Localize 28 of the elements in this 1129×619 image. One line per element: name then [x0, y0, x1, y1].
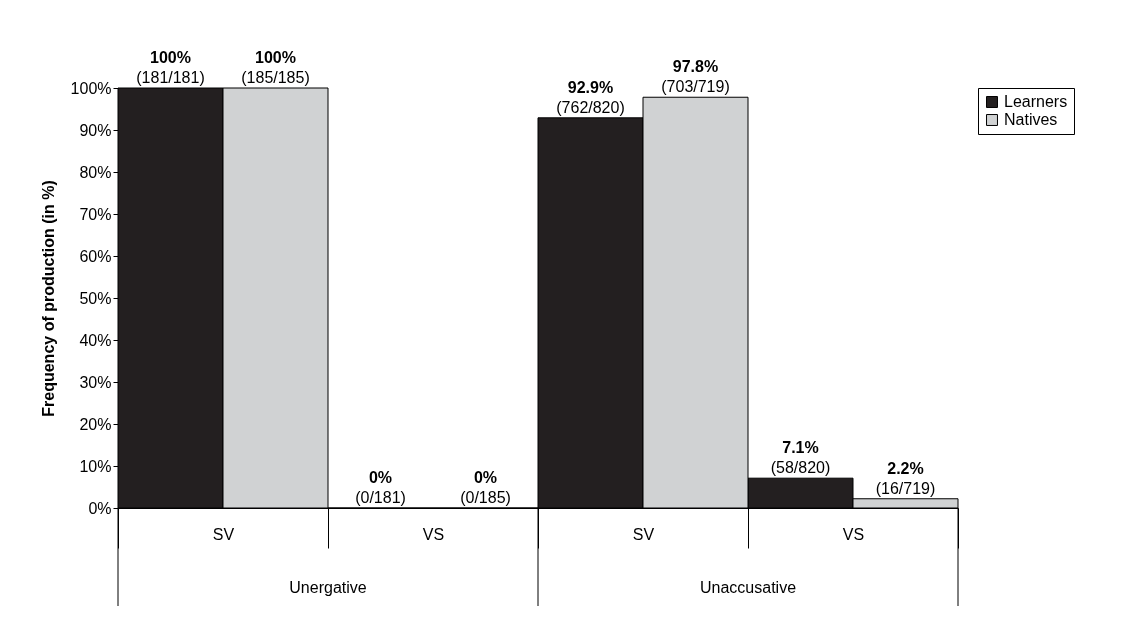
- text: 92.9% (762/820): [556, 78, 625, 116]
- y-tick-label: 40%: [79, 331, 112, 349]
- text: 97.8% (703/719): [661, 58, 730, 96]
- y-tick-label: 80%: [79, 163, 112, 181]
- x-tick-label: SV: [632, 525, 655, 543]
- y-axis-title: Frequency of production (in %): [39, 180, 57, 417]
- text: Unergative: [289, 579, 367, 596]
- text: Unaccusative: [699, 579, 797, 596]
- text: 100% (185/185): [241, 49, 310, 86]
- y-tick-label: 50%: [79, 289, 112, 307]
- x-tick-label: VS: [842, 525, 865, 543]
- x-tick-label: VS: [422, 525, 445, 543]
- y-tick-label: 30%: [79, 373, 112, 391]
- text: 100% (181/181): [136, 49, 205, 86]
- y-tick-label: 10%: [79, 457, 112, 475]
- y-tick-label: 60%: [79, 247, 112, 265]
- legend-label: Learners: [1004, 93, 1068, 110]
- y-tick-label: 70%: [79, 205, 112, 223]
- text: 0% (0/185): [460, 469, 511, 506]
- text: 0% (0/181): [355, 469, 406, 506]
- y-tick-label: 90%: [79, 121, 112, 139]
- text: 7.1% (58/820): [770, 439, 831, 477]
- y-tick-label: 0%: [88, 499, 112, 517]
- y-tick-label: 20%: [79, 415, 112, 433]
- legend-label: Natives: [1004, 111, 1058, 128]
- text: 2.2% (16/719): [875, 459, 936, 497]
- x-tick-label: SV: [212, 525, 235, 543]
- y-tick-label: 100%: [70, 79, 112, 97]
